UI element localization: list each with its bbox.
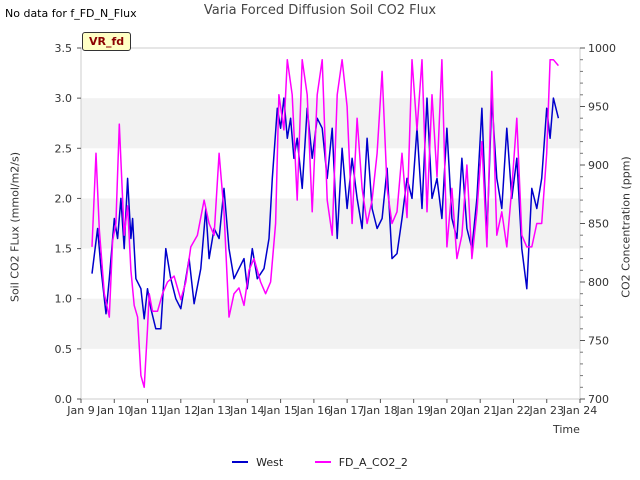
- site-badge: VR_fd: [82, 32, 132, 51]
- series-line-fd-a-co2-2: [91, 58, 559, 389]
- x-tick-label: Jan 19: [395, 404, 430, 417]
- y-right-tick-label: 950: [588, 101, 609, 114]
- y-right-tick-label: 900: [588, 159, 609, 172]
- x-tick-label: Jan 16: [296, 404, 331, 417]
- x-tick-label: Jan 10: [96, 404, 131, 417]
- x-tick-label: Jan 21: [462, 404, 497, 417]
- x-tick-label: Jan 11: [129, 404, 164, 417]
- y-tick-label: 2.5: [55, 142, 73, 155]
- y-tick-label: 0.0: [55, 393, 73, 406]
- y-tick-label: 0.5: [55, 343, 73, 356]
- y-right-tick-label: 700: [588, 393, 609, 406]
- y-axis-label: Soil CO2 FLux (mmol/m2/s): [8, 151, 22, 303]
- x-tick-label: Jan 9: [66, 404, 94, 417]
- legend-item-fd-a-co2-2[interactable]: FD_A_CO2_2: [314, 455, 408, 469]
- axes: 0.0 0.5 1.0 1.5 2.0 2.5 3.0 3.5 700 750 800 850 900 9…: [55, 42, 617, 417]
- x-tick-label: Jan 13: [196, 404, 231, 417]
- y-right-tick-label: 1000: [588, 42, 616, 55]
- y-right-tick-label: 850: [588, 218, 609, 231]
- y-tick-label: 3.5: [55, 42, 73, 55]
- grid-band: [81, 298, 580, 349]
- y-tick-label: 1.0: [55, 293, 73, 306]
- x-tick-label: Jan 22: [495, 404, 530, 417]
- x-tick-label: Jan 24: [562, 404, 597, 417]
- y-tick-label: 3.0: [55, 92, 73, 105]
- x-tick-label: Jan 17: [329, 404, 364, 417]
- legend-item-west[interactable]: West: [232, 456, 283, 469]
- y-axis-label-right: CO2 Concentration (ppm): [619, 156, 633, 298]
- chart-title: Varia Forced Diffusion Soil CO2 Flux: [203, 3, 437, 18]
- legend-swatch-west: [232, 461, 249, 463]
- legend: West FD_A_CO2_2: [0, 453, 640, 469]
- y-right-tick-label: 750: [588, 335, 609, 348]
- legend-label-west: West: [256, 455, 284, 469]
- x-axis-label: Time: [553, 423, 580, 436]
- x-tick-label: Jan 12: [163, 404, 198, 417]
- series-line-west: [91, 97, 560, 330]
- x-tick-label: Jan 14: [229, 404, 264, 417]
- x-tick-label: Jan 15: [262, 404, 297, 417]
- y-tick-label: 2.0: [55, 192, 73, 205]
- y-tick-label: 1.5: [55, 243, 73, 256]
- x-tick-label: Jan 23: [529, 404, 564, 417]
- y-right-tick-label: 800: [588, 276, 609, 289]
- x-tick-label: Jan 18: [362, 404, 397, 417]
- legend-swatch-fd-a-co2-2: [314, 461, 331, 463]
- x-tick-label: Jan 20: [429, 404, 464, 417]
- no-data-note: No data for f_FD_N_Flux: [5, 7, 137, 20]
- series-layer: [91, 58, 560, 389]
- legend-label-fd-a-co2-2: FD_A_CO2_2: [338, 455, 408, 469]
